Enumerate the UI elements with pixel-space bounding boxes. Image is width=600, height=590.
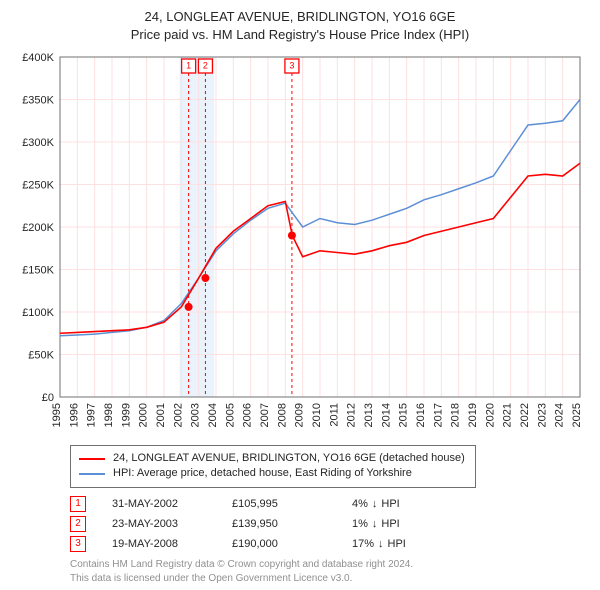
svg-text:2024: 2024 bbox=[554, 403, 566, 427]
svg-text:£100K: £100K bbox=[22, 307, 54, 319]
svg-text:2003: 2003 bbox=[190, 403, 202, 427]
svg-text:2009: 2009 bbox=[294, 403, 306, 427]
svg-text:1: 1 bbox=[186, 60, 191, 70]
svg-text:2005: 2005 bbox=[224, 403, 236, 427]
title-line2: Price paid vs. HM Land Registry's House … bbox=[10, 26, 590, 44]
sale-vs-hpi: 17% ↓ HPI bbox=[352, 538, 462, 550]
sale-price: £139,950 bbox=[232, 518, 352, 530]
sale-vs-hpi: 1% ↓ HPI bbox=[352, 518, 462, 530]
svg-text:2019: 2019 bbox=[467, 403, 479, 427]
price-chart: £0 £50K £100K £150K £200K £250K £300K £350K £400… bbox=[10, 49, 590, 437]
arrow-down-icon: ↓ bbox=[372, 518, 378, 530]
svg-text:2: 2 bbox=[203, 60, 208, 70]
svg-text:2020: 2020 bbox=[484, 403, 496, 427]
svg-text:2016: 2016 bbox=[415, 403, 427, 427]
svg-text:£300K: £300K bbox=[22, 137, 54, 149]
svg-text:2025: 2025 bbox=[571, 403, 583, 427]
svg-text:2001: 2001 bbox=[155, 403, 167, 427]
sale-date: 19-MAY-2008 bbox=[112, 538, 232, 550]
svg-text:2004: 2004 bbox=[207, 403, 219, 427]
sale-index: 1 bbox=[70, 496, 86, 512]
svg-text:1995: 1995 bbox=[51, 403, 63, 427]
svg-text:2023: 2023 bbox=[536, 403, 548, 427]
svg-text:2015: 2015 bbox=[398, 403, 410, 427]
legend-label: 24, LONGLEAT AVENUE, BRIDLINGTON, YO16 6… bbox=[113, 451, 465, 466]
svg-text:£50K: £50K bbox=[28, 350, 54, 362]
attribution-line1: Contains HM Land Registry data © Crown c… bbox=[70, 558, 590, 572]
svg-text:2018: 2018 bbox=[450, 403, 462, 427]
legend: 24, LONGLEAT AVENUE, BRIDLINGTON, YO16 6… bbox=[70, 445, 476, 488]
arrow-down-icon: ↓ bbox=[372, 498, 378, 510]
arrow-down-icon: ↓ bbox=[378, 538, 384, 550]
legend-item: 24, LONGLEAT AVENUE, BRIDLINGTON, YO16 6… bbox=[79, 451, 465, 466]
title-line1: 24, LONGLEAT AVENUE, BRIDLINGTON, YO16 6… bbox=[10, 8, 590, 26]
svg-text:1997: 1997 bbox=[86, 403, 98, 427]
svg-text:2010: 2010 bbox=[311, 403, 323, 427]
sale-row: 2 23-MAY-2003£139,9501% ↓ HPI bbox=[70, 516, 590, 532]
svg-text:2021: 2021 bbox=[502, 403, 514, 427]
svg-text:2008: 2008 bbox=[276, 403, 288, 427]
legend-item: HPI: Average price, detached house, East… bbox=[79, 466, 465, 481]
sale-date: 31-MAY-2002 bbox=[112, 498, 232, 510]
sale-vs-hpi: 4% ↓ HPI bbox=[352, 498, 462, 510]
svg-text:£250K: £250K bbox=[22, 180, 54, 192]
sale-price: £190,000 bbox=[232, 538, 352, 550]
sale-date: 23-MAY-2003 bbox=[112, 518, 232, 530]
legend-label: HPI: Average price, detached house, East… bbox=[113, 466, 412, 481]
svg-text:3: 3 bbox=[289, 60, 294, 70]
attribution: Contains HM Land Registry data © Crown c… bbox=[70, 558, 590, 586]
sale-index: 3 bbox=[70, 536, 86, 552]
svg-text:£350K: £350K bbox=[22, 95, 54, 107]
svg-text:£0: £0 bbox=[42, 392, 54, 404]
svg-text:£200K: £200K bbox=[22, 222, 54, 234]
sale-row: 3 19-MAY-2008£190,00017% ↓ HPI bbox=[70, 536, 590, 552]
chart-title: 24, LONGLEAT AVENUE, BRIDLINGTON, YO16 6… bbox=[10, 8, 590, 43]
svg-text:2022: 2022 bbox=[519, 403, 531, 427]
svg-text:2007: 2007 bbox=[259, 403, 271, 427]
svg-text:2012: 2012 bbox=[346, 403, 358, 427]
attribution-line2: This data is licensed under the Open Gov… bbox=[70, 572, 590, 586]
svg-text:2011: 2011 bbox=[328, 403, 340, 427]
svg-text:2014: 2014 bbox=[380, 403, 392, 427]
sales-list: 1 31-MAY-2002£105,9954% ↓ HPI 2 23-MAY-2003… bbox=[70, 496, 590, 552]
sale-index: 2 bbox=[70, 516, 86, 532]
svg-text:£400K: £400K bbox=[22, 52, 54, 64]
legend-swatch bbox=[79, 458, 105, 460]
svg-text:2002: 2002 bbox=[172, 403, 184, 427]
svg-text:2013: 2013 bbox=[363, 403, 375, 427]
svg-text:1996: 1996 bbox=[68, 403, 80, 427]
svg-text:1999: 1999 bbox=[120, 403, 132, 427]
chart-svg: £0 £50K £100K £150K £200K £250K £300K £350K £400… bbox=[10, 49, 590, 437]
legend-swatch bbox=[79, 473, 105, 475]
svg-text:2000: 2000 bbox=[138, 403, 150, 427]
svg-text:2017: 2017 bbox=[432, 403, 444, 427]
svg-text:1998: 1998 bbox=[103, 403, 115, 427]
sale-row: 1 31-MAY-2002£105,9954% ↓ HPI bbox=[70, 496, 590, 512]
svg-text:2006: 2006 bbox=[242, 403, 254, 427]
svg-text:£150K: £150K bbox=[22, 265, 54, 277]
sale-price: £105,995 bbox=[232, 498, 352, 510]
